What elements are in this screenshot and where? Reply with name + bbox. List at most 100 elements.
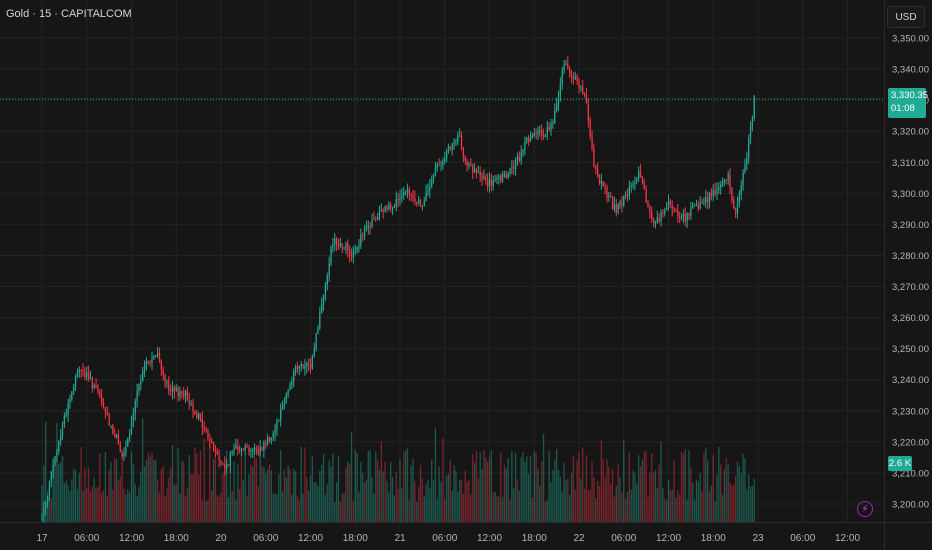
y-tick-label: 3,200.00 [892,500,929,511]
volume-bar [91,486,93,522]
candle-body [552,123,554,125]
candle-body [589,120,591,137]
volume-bar [736,461,739,522]
candle-body [134,401,136,414]
volume-bar [552,470,554,522]
candle-body [371,219,373,228]
candle-body [80,369,82,371]
candle-body [294,366,297,372]
candle-body [464,156,466,161]
candle-body [583,93,586,95]
y-tick-label: 3,350.00 [892,34,929,45]
candle-body [626,194,629,197]
volume-bar [246,495,248,522]
volume-bar [623,440,625,522]
volume-bar [542,433,545,522]
x-tick-label: 12:00 [835,533,860,544]
candle-body [373,219,375,221]
volume-bar [498,496,500,522]
candle-body [261,447,263,451]
candle-body [388,204,390,210]
candle-body [276,421,278,430]
volume-bar [280,450,282,522]
volume-bar [274,493,276,522]
candle-body [429,186,431,191]
candle-body [690,208,692,216]
volume-bar [749,486,752,522]
candle-body [229,453,231,466]
volume-bar [287,465,289,522]
candle-body [498,176,500,178]
candle-body [501,173,504,181]
candle-body [196,414,198,419]
candle-body [442,161,444,165]
candle-body [354,250,356,252]
candle-body [682,213,685,216]
x-tick-label: 20 [215,533,227,544]
lightning-icon[interactable]: ⚡ [857,501,873,517]
candle-body [546,127,548,135]
volume-bar [365,479,368,522]
candle-body [307,363,310,365]
candle-body [449,146,451,150]
candle-body [321,303,323,313]
currency-button[interactable]: USD [887,6,925,28]
candle-body [561,71,563,85]
volume-bar [378,469,381,522]
candle-body [511,167,513,169]
volume-bar [222,472,224,522]
volume-bar [583,488,586,522]
candle-body [507,173,509,178]
volume-bar [145,459,148,522]
volume-bar [664,498,666,522]
candle-body [554,111,556,124]
volume-bar [459,479,461,522]
candle-body [328,263,330,276]
candle-body [473,169,476,172]
candle-body [283,403,286,406]
volume-bar [699,473,701,522]
volume-bar [486,461,489,522]
volume-bar [611,469,614,522]
candle-body [252,450,254,452]
volume-bar [363,482,366,522]
volume-bar [705,447,707,522]
volume-bar [470,494,472,522]
candle-body [423,200,425,206]
volume-bar [56,422,58,522]
candle-body [365,228,368,230]
volume-bar [337,455,340,522]
y-tick-label: 3,270.00 [892,282,929,293]
candle-body [59,435,62,442]
volume-bar [533,451,535,522]
volume-bar [712,454,714,522]
candle-body [175,387,177,391]
candle-body [427,190,429,192]
candle-body [192,403,194,412]
volume-bar [483,449,485,522]
volume-bar [52,457,54,522]
candle-body [580,87,582,89]
volume-bar [89,491,92,522]
volume-bar [524,461,526,522]
candle-body [647,202,649,207]
volume-bar [744,458,746,522]
volume-bar [311,456,314,522]
candle-body [112,425,114,434]
candle-body [708,192,711,203]
volume-bar [214,456,217,522]
volume-bar [196,453,198,522]
volume-bar [294,471,297,522]
volume-bar [216,494,218,522]
volume-bar [170,468,172,522]
candle-body [486,178,489,187]
candle-body [136,390,138,402]
candle-body [315,333,317,350]
candle-body [386,206,388,210]
candle-body [720,184,722,188]
volume-bar [649,472,651,522]
candle-body [505,173,507,178]
candle-body [481,175,483,179]
candle-body [565,63,567,66]
